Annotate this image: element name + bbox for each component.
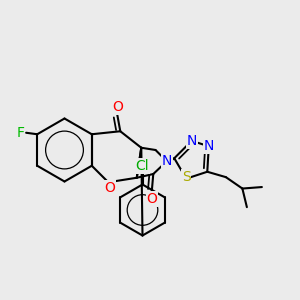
Text: O: O: [112, 100, 123, 114]
Text: Cl: Cl: [136, 159, 149, 173]
Text: F: F: [17, 126, 25, 140]
Text: O: O: [104, 181, 115, 195]
Text: N: N: [204, 139, 214, 153]
Text: O: O: [146, 192, 157, 206]
Text: S: S: [182, 170, 191, 184]
Text: N: N: [162, 154, 172, 168]
Text: N: N: [187, 134, 197, 148]
